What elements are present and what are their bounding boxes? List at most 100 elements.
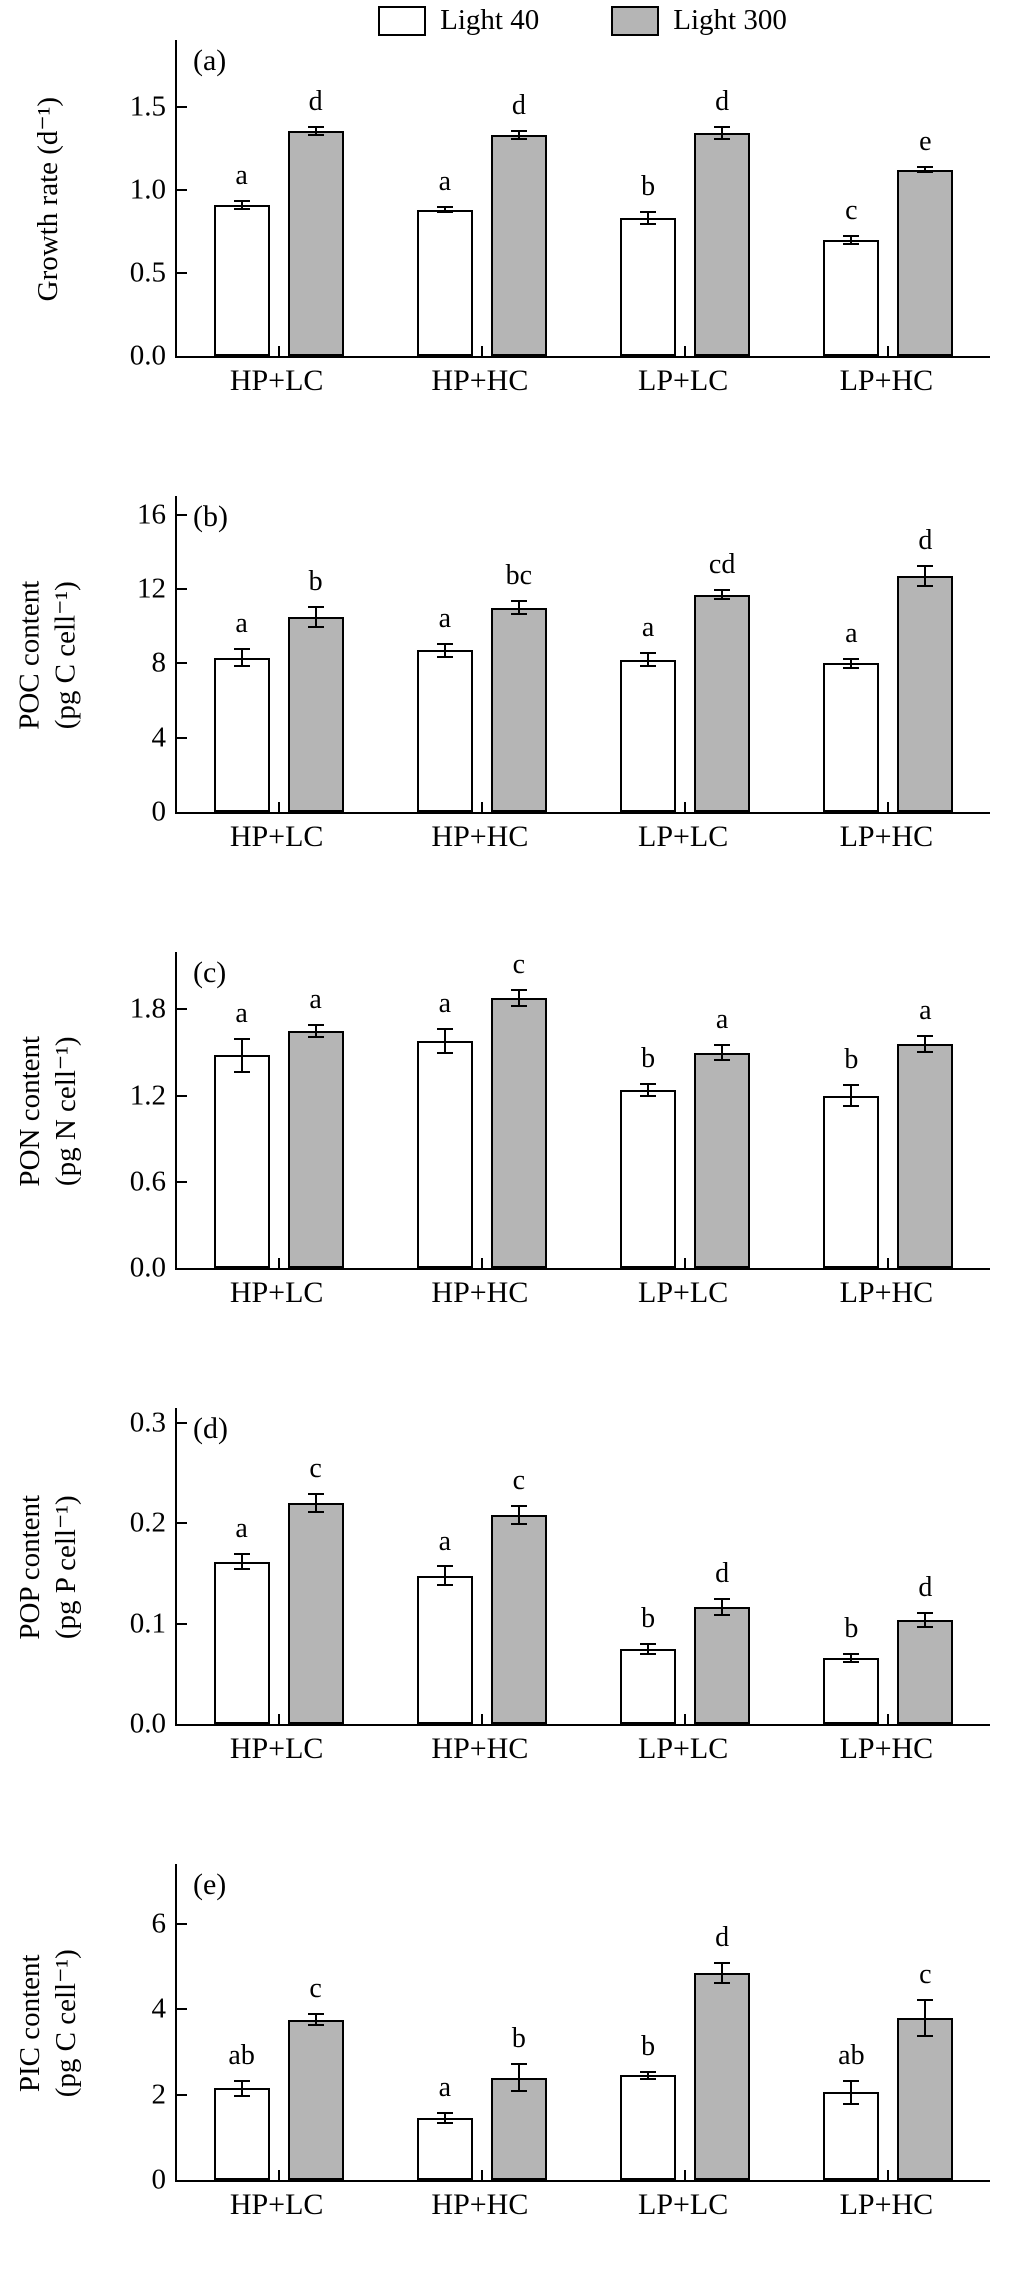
y-axis-title: POC content (pg C cell⁻¹)	[0, 496, 96, 814]
bar-light-40	[213, 2088, 270, 2180]
bar-light-300	[287, 1503, 344, 1724]
significance-letter: a	[919, 995, 932, 1027]
significance-letter: a	[715, 1003, 729, 1035]
significance-letter: c	[309, 1973, 322, 2005]
x-tick-label: LP+LC	[637, 2188, 729, 2221]
bar-light-40	[416, 209, 473, 356]
error-bar	[714, 1597, 731, 1616]
error-bar	[436, 1028, 453, 1054]
panel-label: (a)	[193, 44, 227, 77]
x-tick-label: HP+LC	[229, 820, 324, 853]
y-tick-label: 0.5	[129, 256, 166, 289]
panel-label: (c)	[193, 956, 227, 989]
significance-letter: b	[641, 1042, 656, 1074]
bar-light-300	[897, 169, 954, 356]
bar-light-40	[620, 659, 677, 812]
significance-letter: c	[309, 1453, 322, 1485]
significance-letter: d	[918, 1571, 933, 1603]
bar-light-300	[694, 1972, 751, 2180]
error-bar	[843, 234, 860, 245]
y-axis-tick-labels: 0 4 8 12 16	[92, 496, 166, 827]
error-bar	[510, 1505, 527, 1526]
legend-swatch-light-40-icon	[378, 5, 427, 36]
error-bar	[714, 126, 731, 140]
y-tick-mark	[177, 662, 187, 665]
y-axis-title-line2: (pg C cell⁻¹)	[50, 580, 82, 730]
x-tick-label: HP+LC	[229, 2188, 324, 2221]
y-tick-label: 0.0	[129, 1251, 166, 1284]
panel-label: (b)	[193, 500, 228, 533]
significance-letter: c	[512, 1465, 526, 1497]
bar-light-300	[287, 616, 344, 812]
error-bar	[640, 211, 657, 225]
x-tick-mark	[277, 1258, 280, 1268]
significance-letter: a	[235, 998, 248, 1030]
bar-light-40	[823, 663, 880, 812]
y-axis-tick-labels: 0.0 0.1 0.2 0.3	[92, 1406, 166, 1740]
significance-letter: b	[511, 2022, 526, 2054]
x-tick-mark	[684, 1714, 687, 1724]
significance-letter: c	[512, 949, 526, 981]
plot-area: (c) a a a c b a b a	[175, 949, 990, 1270]
x-tick-mark	[480, 1258, 483, 1268]
panel-label: (e)	[193, 1868, 227, 1901]
x-tick-mark	[277, 346, 280, 356]
y-axis-title-line1: POP content	[13, 1494, 46, 1640]
error-bar	[307, 605, 324, 628]
y-axis-title-line1: PIC content	[13, 1954, 46, 2092]
x-tick-mark	[887, 1714, 890, 1724]
chart-panel-d: POP content (pg P cell⁻¹) 0.0 0.1 0.2 0.3 (…	[0, 1368, 1033, 1824]
error-bar	[843, 657, 860, 669]
y-tick-label: 0.3	[129, 1406, 166, 1439]
bar-light-300	[897, 575, 954, 812]
error-bar	[510, 600, 527, 615]
y-tick-mark	[177, 2008, 187, 2011]
significance-letter: b	[641, 171, 656, 203]
y-tick-label: 2	[151, 2078, 167, 2111]
bar-light-40	[213, 657, 270, 812]
bar-light-300	[490, 997, 547, 1268]
bar-light-300	[490, 134, 547, 356]
y-tick-label: 0.2	[129, 1506, 166, 1539]
y-tick-label: 1.0	[129, 173, 166, 206]
y-axis-title-text: PIC content (pg C cell⁻¹)	[12, 1949, 85, 2097]
x-axis-tick-labels: HP+LC HP+HC LP+LC LP+HC	[175, 818, 990, 860]
significance-letter: ab	[228, 2039, 255, 2071]
x-tick-mark	[684, 802, 687, 812]
significance-letter: c	[845, 194, 858, 226]
x-tick-mark	[887, 346, 890, 356]
y-tick-label: 0	[151, 795, 167, 828]
y-tick-label: 0	[151, 2163, 167, 2196]
bar-light-40	[416, 1575, 473, 1724]
y-axis-title-text: Growth rate (d⁻¹)	[30, 97, 66, 301]
significance-letter: c	[919, 1958, 932, 1990]
x-tick-label: LP+HC	[839, 1732, 934, 1765]
y-tick-mark	[177, 587, 187, 590]
bar-light-300	[694, 1052, 751, 1268]
plot-area: (b) a b a bc a cd a d	[175, 496, 990, 814]
y-axis-title-line2: (pg C cell⁻¹)	[50, 1948, 82, 2098]
x-tick-mark	[277, 2170, 280, 2180]
legend-label-light-300: Light 300	[673, 4, 787, 36]
bar-light-40	[416, 650, 473, 812]
error-bar	[436, 206, 453, 213]
error-bar	[843, 1652, 860, 1663]
y-tick-mark	[177, 1180, 187, 1183]
significance-letter: a	[235, 608, 248, 640]
y-axis-tick-labels: 0.0 0.6 1.2 1.8	[92, 952, 166, 1284]
x-axis-tick-labels: HP+LC HP+HC LP+LC LP+HC	[175, 1274, 990, 1316]
bar-light-40	[823, 1657, 880, 1724]
bar-light-40	[620, 217, 677, 356]
x-tick-mark	[277, 802, 280, 812]
significance-letter: a	[438, 2071, 452, 2103]
plot-area: (a) a d a d b d c e	[175, 40, 990, 358]
bar-light-40	[620, 1648, 677, 1724]
bar-light-300	[287, 2019, 344, 2180]
bar-light-300	[490, 2077, 547, 2180]
bar-light-300	[897, 1043, 954, 1268]
bar-light-300	[694, 1606, 751, 1724]
x-tick-mark	[887, 2170, 890, 2180]
error-bar	[843, 2079, 860, 2106]
error-bar	[233, 199, 250, 210]
y-tick-mark	[177, 1622, 187, 1625]
